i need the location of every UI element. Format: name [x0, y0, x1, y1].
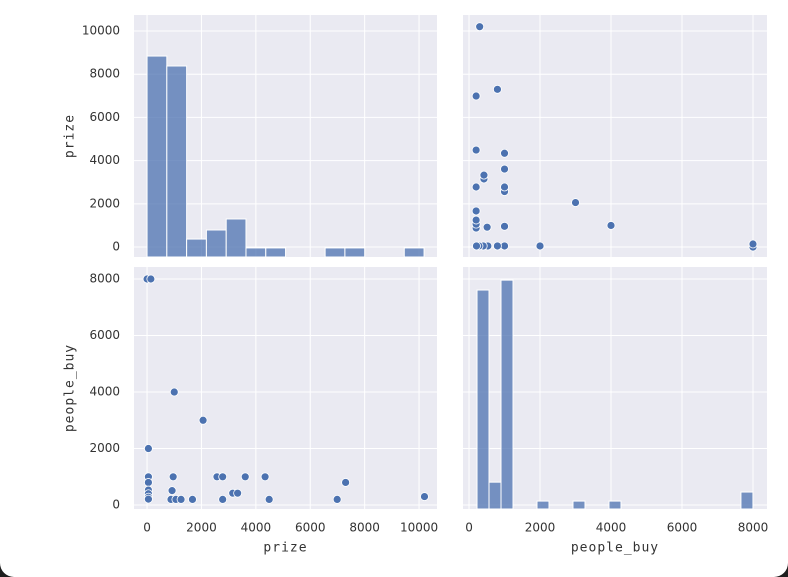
- point: [472, 241, 481, 251]
- bar: [608, 500, 622, 510]
- y-tick-label: 0: [112, 498, 120, 512]
- point: [144, 444, 153, 453]
- bar: [536, 500, 550, 510]
- bar: [740, 491, 754, 510]
- bar: [225, 218, 247, 258]
- bar: [324, 247, 346, 258]
- point: [176, 494, 186, 504]
- bar: [166, 65, 188, 258]
- point: [146, 274, 156, 284]
- y-tick-label: 6000: [89, 328, 120, 342]
- point: [500, 164, 509, 174]
- point: [420, 492, 429, 501]
- point: [535, 241, 545, 251]
- point: [218, 494, 228, 504]
- y-tick-label: 2000: [89, 196, 120, 210]
- point: [493, 241, 502, 251]
- point: [500, 182, 509, 192]
- point: [332, 494, 342, 504]
- bar: [265, 247, 287, 258]
- point: [341, 478, 351, 487]
- point: [169, 387, 179, 397]
- y-axis-label: people_buy: [63, 344, 78, 432]
- point: [198, 415, 208, 425]
- y-tick-label: 4000: [89, 385, 120, 399]
- point: [218, 472, 228, 482]
- point: [500, 221, 509, 231]
- y-axis-label: prize: [63, 114, 78, 158]
- point: [471, 145, 481, 155]
- x-tick-label: 4000: [596, 521, 627, 535]
- point: [144, 478, 153, 487]
- point: [168, 472, 178, 482]
- bar: [205, 229, 227, 258]
- x-tick-label: 0: [143, 521, 151, 535]
- point: [748, 239, 758, 249]
- x-tick-label: 0: [465, 521, 473, 535]
- point: [571, 198, 580, 207]
- point: [240, 472, 250, 482]
- y-tick-label: 10000: [82, 23, 120, 37]
- point: [260, 472, 270, 482]
- point: [471, 91, 481, 101]
- point: [471, 206, 481, 216]
- point: [493, 84, 502, 94]
- point: [233, 488, 243, 498]
- x-tick-label: 2000: [525, 521, 556, 535]
- point: [167, 486, 177, 496]
- y-tick-label: 2000: [89, 441, 120, 455]
- x-tick-label: 8000: [738, 521, 769, 535]
- y-tick-label: 4000: [89, 153, 120, 167]
- bar: [500, 279, 514, 510]
- plot-area: [134, 267, 437, 509]
- bar: [403, 247, 425, 258]
- bar: [572, 500, 586, 510]
- plot-area: [463, 267, 767, 509]
- y-tick-label: 8000: [89, 272, 120, 286]
- x-axis-label: people_buy: [571, 541, 659, 556]
- x-tick-label: 2000: [186, 521, 217, 535]
- x-tick-label: 6000: [295, 521, 326, 535]
- point: [475, 22, 485, 32]
- point: [479, 170, 489, 180]
- x-tick-label: 8000: [349, 521, 380, 535]
- point: [482, 222, 492, 232]
- x-tick-label: 4000: [241, 521, 272, 535]
- x-tick-label: 6000: [667, 521, 698, 535]
- point: [471, 182, 481, 192]
- y-tick-label: 6000: [89, 110, 120, 124]
- x-axis-label: prize: [263, 541, 307, 556]
- bar: [245, 247, 267, 258]
- point: [471, 215, 481, 225]
- point: [188, 494, 197, 504]
- y-tick-label: 8000: [89, 67, 120, 81]
- point: [144, 494, 153, 504]
- y-tick-label: 0: [112, 240, 120, 254]
- plot-area: [463, 15, 767, 257]
- bar: [476, 289, 490, 510]
- bar: [186, 238, 207, 258]
- point: [500, 148, 509, 158]
- bar: [146, 55, 168, 258]
- point: [606, 221, 616, 230]
- bar: [344, 247, 366, 258]
- point: [264, 494, 274, 504]
- bar: [488, 481, 502, 510]
- x-tick-label: 10000: [400, 521, 438, 535]
